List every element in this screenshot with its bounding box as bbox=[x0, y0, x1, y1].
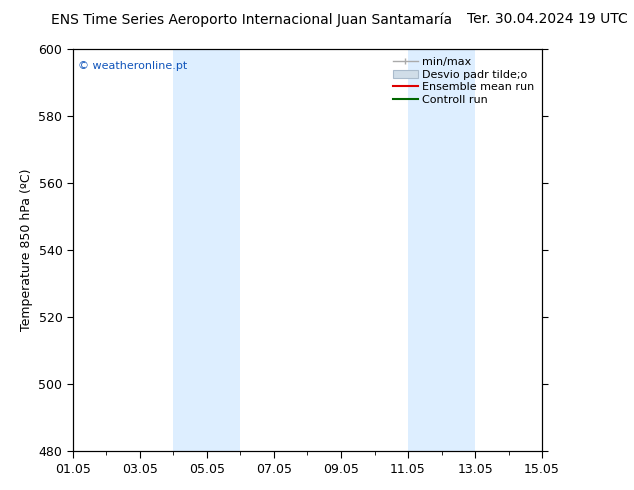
Bar bbox=[174, 49, 240, 451]
Text: ENS Time Series Aeroporto Internacional Juan Santamaría: ENS Time Series Aeroporto Internacional … bbox=[51, 12, 452, 27]
Legend: min/max, Desvio padr tilde;o, Ensemble mean run, Controll run: min/max, Desvio padr tilde;o, Ensemble m… bbox=[391, 54, 536, 107]
Bar bbox=[408, 49, 475, 451]
Text: Ter. 30.04.2024 19 UTC: Ter. 30.04.2024 19 UTC bbox=[467, 12, 628, 26]
Text: © weatheronline.pt: © weatheronline.pt bbox=[77, 61, 187, 71]
Y-axis label: Temperature 850 hPa (ºC): Temperature 850 hPa (ºC) bbox=[20, 169, 33, 331]
